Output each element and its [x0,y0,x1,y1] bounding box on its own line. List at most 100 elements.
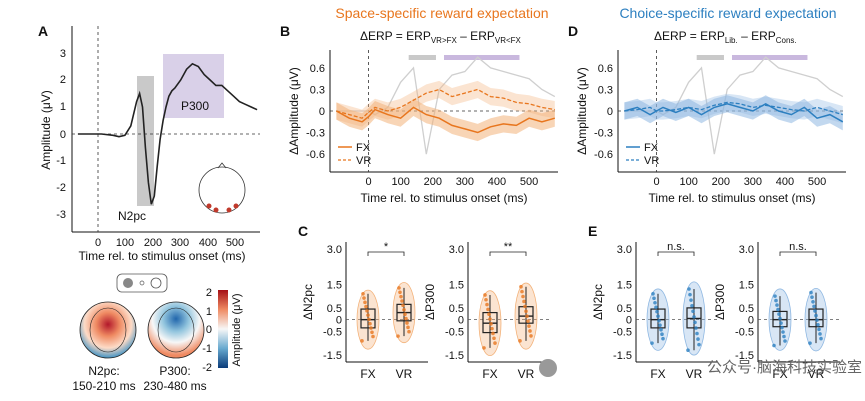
data-point [403,312,407,316]
data-point [689,298,693,302]
x-tick: 400 [199,237,217,249]
data-point [489,322,493,326]
y-tick: -3 [56,209,66,221]
p300-label: P300 [181,99,209,113]
data-point [369,326,373,330]
topomap-contour [89,307,127,353]
significance-bracket [489,251,527,256]
legend-vr-label: VR [644,155,659,167]
data-point [810,295,814,299]
data-point [362,296,366,300]
data-point [661,336,665,341]
y-tick: 0.5 [617,303,632,315]
y-axis-label: ΔP300 [713,284,727,320]
panel-a-erp-chart: 3 2 1 0 -1 -2 -3 0 100 200 300 400 500 T… [39,26,260,263]
legend-vr-label: VR [356,155,371,167]
significance-bar-grey [696,55,724,60]
y-tick: 1.5 [739,279,754,291]
data-point [367,317,371,322]
data-point [650,341,654,345]
n2pc-label: N2pc [118,209,146,223]
data-point [491,331,495,336]
data-point [781,330,785,334]
data-point [780,325,784,330]
x-tick: 0 [365,176,371,188]
significance-marker: * [384,241,389,253]
y-axis-label: ΔN2pc [591,284,605,320]
stimulus-circle-icon [123,278,133,288]
data-point [657,318,661,323]
data-point [361,291,365,296]
data-point [652,296,656,301]
x-tick: 300 [171,237,189,249]
legend-fx-label: FX [356,142,371,154]
data-point [695,331,699,336]
data-point [487,312,491,316]
data-point [522,299,526,304]
y-tick: -1.5 [445,350,464,362]
y-tick: 0 [458,315,464,327]
stimulus-circle-icon [150,277,162,289]
box [650,308,666,329]
significance-bar-grey [408,55,436,60]
y-axis-label: ΔAmplitude (μV) [287,67,301,155]
data-point [360,339,364,343]
legend-fx-label: FX [644,142,659,154]
data-point [490,326,494,331]
data-point [690,303,694,308]
y-tick: -0.5 [613,326,632,338]
x-tick: 200 [424,176,442,188]
formula-sub1: Lib. [725,36,738,45]
y-tick: 0.6 [598,63,613,75]
data-point [482,346,486,350]
y-tick: 1.5 [617,279,632,291]
y-tick: -0.3 [306,128,325,140]
y-tick: -2 [56,182,66,194]
delta-erp-formula: ΔERP = ERPVR>FX – ERPVR<FX [360,29,522,45]
data-point [401,303,405,308]
data-point [519,284,523,289]
y-tick: 0.5 [739,303,754,315]
y-tick: 3.0 [327,244,342,256]
data-point [397,286,401,290]
data-point [808,341,812,345]
x-axis-label: Time rel. to stimulus onset (ms) [649,191,816,205]
panel-label-a: A [38,23,48,39]
data-point [660,332,664,336]
data-point [404,316,408,321]
y-tick: 1 [60,101,66,113]
data-point [528,329,532,333]
panel-label-b: B [280,23,290,39]
x-tick: 300 [456,176,474,188]
topomap-contour [157,307,195,353]
y-tick: -1.5 [735,350,754,362]
data-point [486,307,490,312]
x-tick: 100 [116,237,134,249]
panel-c-p300-box: 3.0 1.5 0.50-0.5 -1.5 ΔP300 FX VR ** [423,241,550,381]
x-tick-fx: FX [482,367,497,381]
formula-sub2: VR<FX [495,36,522,45]
series-vr-ci [624,93,843,124]
y-tick: -1.5 [323,350,342,362]
data-point [812,304,816,309]
data-point [525,314,529,319]
title-space-specific: Space-specific reward expectation [335,5,548,21]
data-point [365,309,369,313]
x-tick-fx: FX [650,367,665,381]
significance-bracket [657,251,695,256]
x-tick-vr: VR [808,367,825,381]
data-point [772,343,776,348]
data-point [483,293,487,297]
x-tick-fx: FX [360,367,375,381]
series-fx-ci [336,98,555,142]
x-tick-vr: VR [518,367,535,381]
x-tick: 500 [226,237,244,249]
data-point [364,304,368,309]
y-axis-label: ΔAmplitude (μV) [575,67,589,155]
x-tick: 500 [520,176,538,188]
data-point [529,334,533,338]
data-point [398,290,402,295]
y-tick: 1.5 [327,279,342,291]
data-point [818,332,822,336]
